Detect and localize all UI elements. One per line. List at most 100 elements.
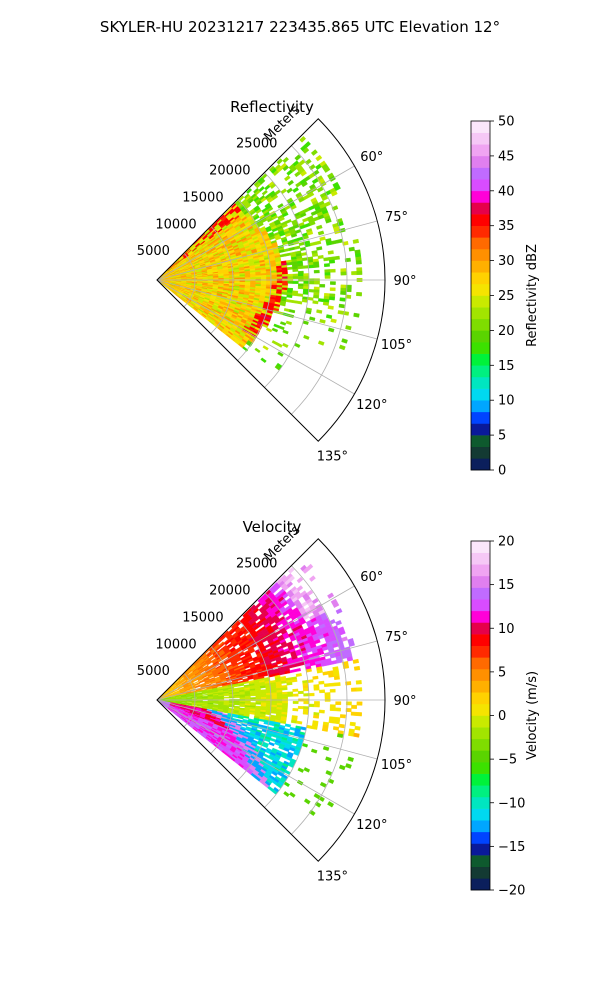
echo-gate <box>303 767 311 773</box>
echo-gate <box>340 284 347 289</box>
colorbar-segment <box>471 167 490 180</box>
echo-gate <box>356 270 363 276</box>
echo-gate <box>310 748 318 754</box>
range-tick-label: 20000 <box>209 584 250 599</box>
range-tick-label: 15000 <box>182 610 223 625</box>
echo-gate <box>236 660 243 666</box>
echo-gate <box>327 327 335 333</box>
echo-gate <box>319 236 326 242</box>
echo-gate <box>328 673 335 678</box>
echo-gate <box>308 703 315 708</box>
colorbar-segment <box>471 260 490 273</box>
echo-gate <box>317 340 325 346</box>
echo-gate <box>296 576 304 584</box>
colorbar-segment <box>471 307 490 320</box>
echo-gate <box>287 179 294 186</box>
echo-gate <box>283 791 290 797</box>
colorbar-segment <box>471 762 490 774</box>
colorbar-segment <box>471 738 490 751</box>
echo-gate <box>352 238 360 244</box>
range-tick-label: 10000 <box>155 637 196 652</box>
echo-gate <box>288 731 295 736</box>
echo-gate <box>296 300 303 305</box>
velocity-polar-grid <box>156 538 386 862</box>
azimuth-tick-label: 60° <box>360 150 383 165</box>
echo-gate <box>260 696 267 700</box>
echo-gate <box>311 725 318 730</box>
echo-gate <box>260 276 267 280</box>
colorbar-segment <box>471 295 490 308</box>
echo-gate <box>269 737 277 743</box>
echo-gate <box>308 281 315 285</box>
echo-gate <box>333 719 340 725</box>
echo-gate <box>323 257 330 262</box>
echo-gate <box>348 246 355 252</box>
echo-gate <box>302 265 309 269</box>
colorbar-segment <box>471 564 490 577</box>
echo-gate <box>309 220 316 226</box>
echo-gate <box>239 704 246 708</box>
echo-gate <box>244 277 251 280</box>
colorbar-segment <box>471 458 490 471</box>
echo-gate <box>282 694 288 697</box>
colorbar-segment <box>471 820 490 833</box>
azimuth-tick-label: 135° <box>317 869 348 884</box>
colorbar-segment <box>471 376 490 389</box>
echo-gate <box>314 240 322 246</box>
echo-gate <box>335 707 341 712</box>
echo-gate <box>327 305 334 310</box>
echo-gate <box>356 687 363 692</box>
echo-gate <box>271 327 279 333</box>
colorbar-tick-label: 5 <box>498 429 506 444</box>
echo-gate <box>258 186 265 192</box>
echo-gate <box>338 764 346 771</box>
echo-gate <box>291 292 298 297</box>
figure-title: SKYLER-HU 20231217 223435.865 UTC Elevat… <box>100 18 500 36</box>
echo-gate <box>335 701 342 706</box>
echo-gate <box>323 166 331 173</box>
echo-gate <box>282 342 289 348</box>
echo-gate <box>300 726 307 731</box>
echo-gate <box>292 688 299 692</box>
echo-gate <box>271 694 278 698</box>
echo-gate <box>292 701 299 704</box>
echo-gate <box>339 714 346 719</box>
echo-gate <box>281 223 288 229</box>
echo-gate <box>313 703 320 708</box>
echo-gate <box>316 246 323 251</box>
echo-gate <box>261 189 268 196</box>
echo-gate <box>351 271 358 276</box>
colorbar-segment <box>471 400 490 413</box>
echo-gate <box>322 746 330 751</box>
echo-gate <box>228 705 235 708</box>
colorbar-segment <box>471 214 490 226</box>
echo-gate <box>329 268 336 273</box>
echo-gate <box>356 711 363 717</box>
colorbar-tick-label: 15 <box>498 578 515 593</box>
colorbar-segment <box>471 599 490 612</box>
echo-gate <box>271 280 278 284</box>
colorbar-segment <box>471 634 490 646</box>
echo-gate <box>324 269 331 273</box>
range-tick-label: 5000 <box>137 664 170 679</box>
echo-gate <box>336 733 344 738</box>
echo-gate <box>338 723 345 729</box>
echo-gate <box>297 767 305 773</box>
echo-gate <box>328 296 336 301</box>
colorbar-segment <box>471 715 490 728</box>
echo-gate <box>341 338 348 344</box>
echo-gate <box>290 719 298 724</box>
echo-gate <box>313 294 320 299</box>
echo-gate <box>321 195 329 202</box>
echo-gate <box>309 241 317 247</box>
azimuth-tick-label: 105° <box>381 338 412 353</box>
echo-gate <box>324 275 331 279</box>
colorbar-segment <box>471 610 490 623</box>
echo-gate <box>340 287 347 292</box>
echo-gate <box>335 608 343 615</box>
echo-gate <box>313 269 320 274</box>
colorbar-segment <box>471 855 490 868</box>
echo-gate <box>317 298 325 303</box>
echo-gate <box>268 741 275 747</box>
